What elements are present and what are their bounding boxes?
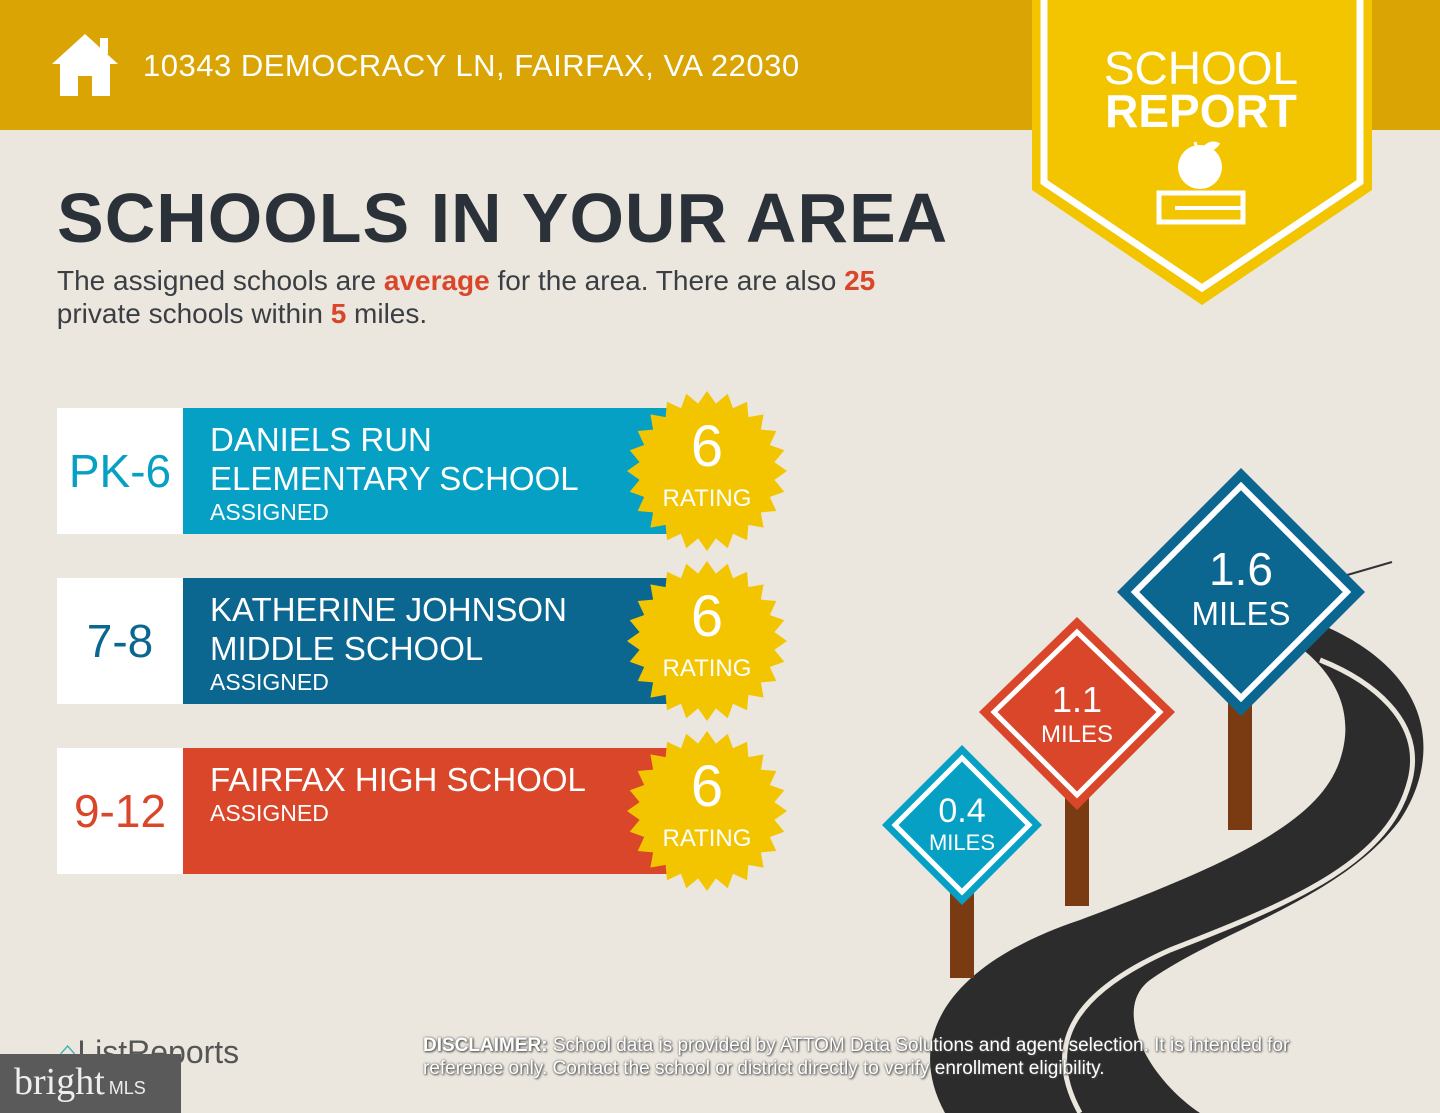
school-name-2: ELEMENTARY SCHOOL	[210, 460, 579, 497]
rating-seal: 6 RATING	[627, 391, 787, 551]
school-row: 7-8 KATHERINE JOHNSON MIDDLE SCHOOL ASSI…	[57, 561, 787, 721]
school-name: FAIRFAX HIGH SCHOOL	[210, 761, 586, 798]
grade-range: 7-8	[57, 578, 183, 704]
svg-text:1.1: 1.1	[1052, 679, 1102, 720]
school-info: FAIRFAX HIGH SCHOOL ASSIGNED	[183, 748, 677, 874]
badge-title-1: SCHOOL	[1104, 42, 1298, 94]
badge-title-2: REPORT	[1105, 85, 1297, 137]
rating-label: RATING	[662, 655, 752, 682]
rating-label: RATING	[662, 485, 752, 512]
bright-mls-logo: bright MLS	[0, 1054, 181, 1113]
rating-value: 6	[690, 584, 724, 649]
grade-range: 9-12	[57, 748, 183, 874]
rating-label: RATING	[662, 825, 752, 852]
svg-text:0.4: 0.4	[938, 792, 985, 830]
school-info: KATHERINE JOHNSON MIDDLE SCHOOL ASSIGNED	[183, 578, 677, 704]
svg-text:MILES: MILES	[1041, 721, 1113, 748]
school-name: DANIELS RUN	[210, 421, 432, 458]
school-report-badge: SCHOOL REPORT	[1032, 0, 1372, 305]
page-title: SCHOOLS IN YOUR AREA	[57, 179, 949, 257]
assignment-status: ASSIGNED	[210, 800, 329, 826]
school-row: PK-6 DANIELS RUN ELEMENTARY SCHOOL ASSIG…	[57, 391, 787, 551]
summary: The assigned schools are average for the…	[49, 265, 876, 329]
assignment-status: ASSIGNED	[210, 499, 329, 525]
rating-seal: 6 RATING	[627, 731, 787, 891]
svg-text:MILES: MILES	[1191, 595, 1290, 632]
disclaimer: DISCLAIMER: School data is provided by A…	[423, 1035, 1290, 1079]
svg-text:1.6: 1.6	[1209, 543, 1273, 595]
rating-value: 6	[690, 414, 724, 479]
svg-text:MILES: MILES	[929, 830, 995, 855]
property-address: 10343 DEMOCRACY LN, FAIRFAX, VA 22030	[143, 48, 800, 83]
apple-books-icon	[1156, 141, 1246, 225]
school-name: KATHERINE JOHNSON	[210, 591, 567, 628]
home-icon	[52, 34, 118, 96]
rating-value: 6	[690, 754, 724, 819]
rating-seal: 6 RATING	[627, 561, 787, 721]
grade-range: PK-6	[57, 408, 183, 534]
assignment-status: ASSIGNED	[210, 669, 329, 695]
road	[930, 620, 1424, 1113]
school-name-2: MIDDLE SCHOOL	[210, 630, 484, 667]
school-row: 9-12 FAIRFAX HIGH SCHOOL ASSIGNED 6 RATI…	[57, 731, 787, 891]
summary-private-schools-text: private schools within	[49, 298, 331, 329]
school-info: DANIELS RUN ELEMENTARY SCHOOL ASSIGNED	[183, 408, 677, 534]
